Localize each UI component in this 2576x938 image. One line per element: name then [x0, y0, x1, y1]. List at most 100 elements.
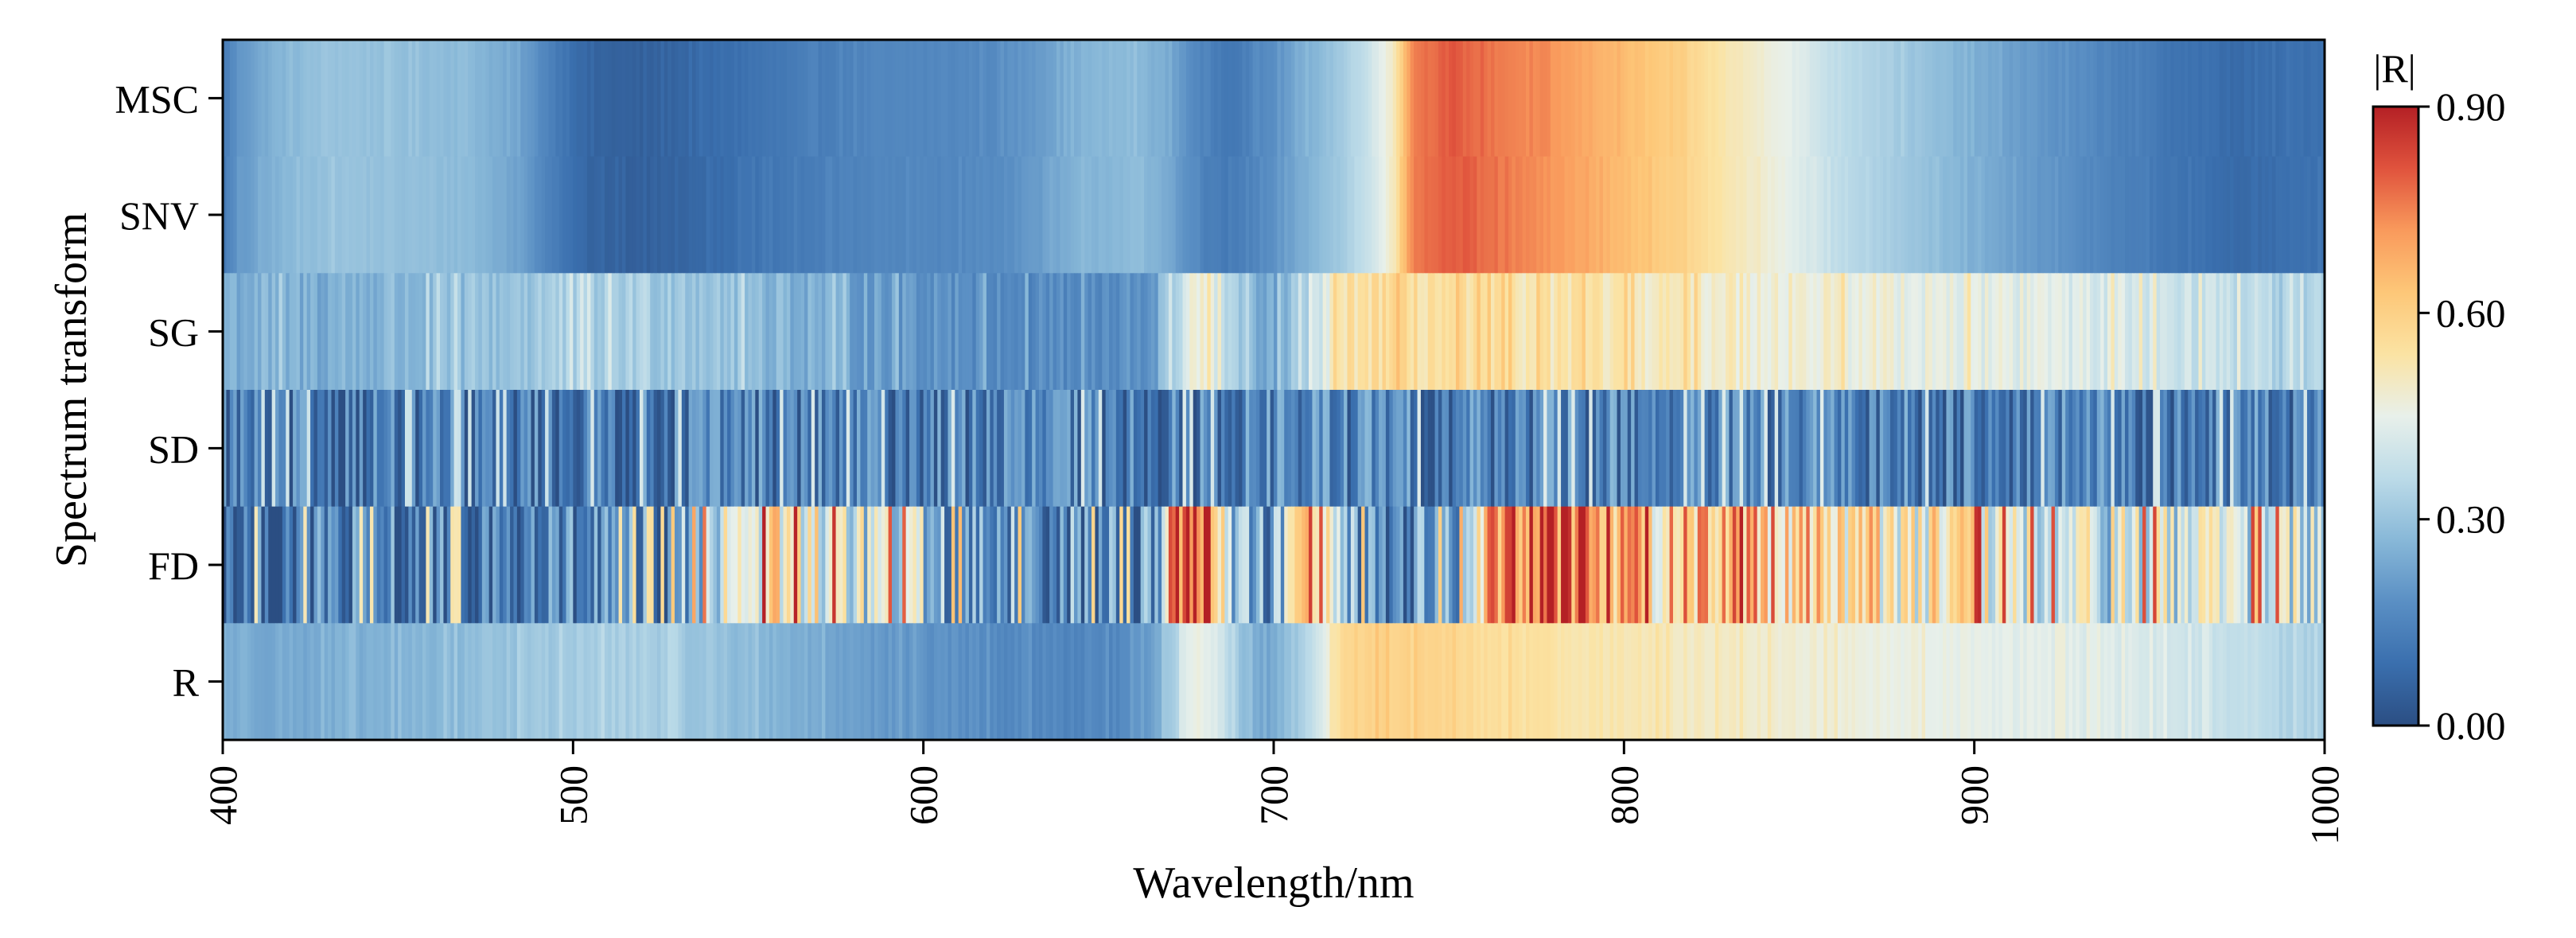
heatmap-cell [1901, 156, 1905, 274]
heatmap-cell [1105, 506, 1110, 624]
heatmap-cell [1536, 506, 1541, 624]
heatmap-cell [1869, 40, 1874, 158]
heatmap-cell [1823, 390, 1828, 508]
heatmap-cell [835, 40, 840, 158]
heatmap-cell [1701, 506, 1706, 624]
heatmap-cell [765, 506, 770, 624]
heatmap-cell [1796, 40, 1800, 158]
heatmap-cell [1392, 506, 1397, 624]
heatmap-cell [1021, 623, 1025, 741]
heatmap-cell [1564, 390, 1569, 508]
heatmap-cell [1130, 623, 1134, 741]
heatmap-cell [1932, 623, 1936, 741]
heatmap-cell [1217, 623, 1222, 741]
heatmap-cell [1543, 623, 1548, 741]
heatmap-cell [1694, 156, 1699, 274]
heatmap-cell [1529, 623, 1534, 741]
heatmap-cell [1112, 273, 1117, 391]
heatmap-cell [1617, 506, 1621, 624]
heatmap-cell [983, 156, 987, 274]
heatmap-cell [807, 273, 812, 391]
heatmap-cell [321, 623, 325, 741]
heatmap-cell [236, 506, 241, 624]
heatmap-cell [513, 40, 518, 158]
heatmap-cell [1158, 390, 1162, 508]
heatmap-cell [1133, 273, 1138, 391]
heatmap-cell [2289, 506, 2294, 624]
heatmap-cell [1010, 40, 1015, 158]
heatmap-cell [2138, 623, 2143, 741]
heatmap-cell [1414, 506, 1418, 624]
heatmap-cell [1939, 156, 1944, 274]
heatmap-cell [1813, 273, 1818, 391]
heatmap-cell [1220, 623, 1225, 741]
heatmap-cell [1991, 40, 1996, 158]
heatmap-cell [611, 273, 616, 391]
heatmap-cell [958, 156, 963, 274]
heatmap-cell [2278, 273, 2283, 391]
heatmap-cell [881, 40, 885, 158]
heatmap-cell [944, 506, 949, 624]
heatmap-cell [762, 623, 767, 741]
heatmap-cell [275, 390, 280, 508]
heatmap-cell [1655, 506, 1660, 624]
heatmap-cell [663, 156, 668, 274]
colorbar: |R| 0.000.300.600.90 [2372, 46, 2506, 748]
heatmap-cell [1648, 390, 1653, 508]
heatmap-cell [937, 390, 942, 508]
heatmap-cell [1564, 506, 1569, 624]
heatmap-cell [303, 506, 308, 624]
heatmap-cell [2247, 390, 2252, 508]
heatmap-cell [1879, 623, 1884, 741]
heatmap-cell [1259, 273, 1264, 391]
heatmap-cell [1953, 40, 1958, 158]
heatmap-cell [1582, 156, 1586, 274]
heatmap-cell [229, 40, 234, 158]
heatmap-cell [411, 156, 416, 274]
heatmap-cell [1504, 506, 1509, 624]
heatmap-cell [223, 40, 227, 158]
heatmap-cell [1609, 40, 1614, 158]
heatmap-cell [1193, 40, 1197, 158]
heatmap-cell [1666, 390, 1671, 508]
heatmap-cell [636, 506, 640, 624]
heatmap-cell [580, 273, 585, 391]
heatmap-cell [1372, 40, 1376, 158]
heatmap-cell [1242, 390, 1247, 508]
heatmap-cell [1788, 506, 1793, 624]
heatmap-cell [1487, 623, 1492, 741]
heatmap-cell [940, 390, 945, 508]
heatmap-cell [2173, 623, 2178, 741]
heatmap-cells [223, 40, 2325, 741]
heatmap-cell [338, 623, 343, 741]
heatmap-cell [765, 156, 770, 274]
heatmap-cell [289, 273, 294, 391]
heatmap-cell [271, 623, 276, 741]
heatmap-cell [1564, 40, 1569, 158]
heatmap-cell [1249, 40, 1254, 158]
heatmap-cell [2037, 156, 2041, 274]
heatmap-cell [986, 390, 990, 508]
heatmap-cell [1305, 156, 1309, 274]
heatmap-cell [927, 156, 932, 274]
heatmap-cell [2037, 40, 2041, 158]
heatmap-cell [1571, 623, 1576, 741]
heatmap-cell [1274, 40, 1278, 158]
heatmap-cell [1315, 390, 1320, 508]
heatmap-cell [240, 156, 245, 274]
heatmap-cell [1854, 623, 1859, 741]
heatmap-cell [2212, 156, 2217, 274]
heatmap-cell [1974, 390, 1979, 508]
heatmap-cell [303, 273, 308, 391]
heatmap-cell [1123, 623, 1127, 741]
heatmap-cell [2131, 40, 2136, 158]
heatmap-cell [741, 40, 745, 158]
heatmap-cell [492, 273, 497, 391]
heatmap-cell [2016, 390, 2021, 508]
heatmap-cell [2317, 390, 2322, 508]
heatmap-cell [2089, 390, 2094, 508]
heatmap-cell [685, 156, 690, 274]
heatmap-cell [1480, 40, 1485, 158]
heatmap-cell [1080, 156, 1085, 274]
heatmap-cell [2037, 390, 2041, 508]
